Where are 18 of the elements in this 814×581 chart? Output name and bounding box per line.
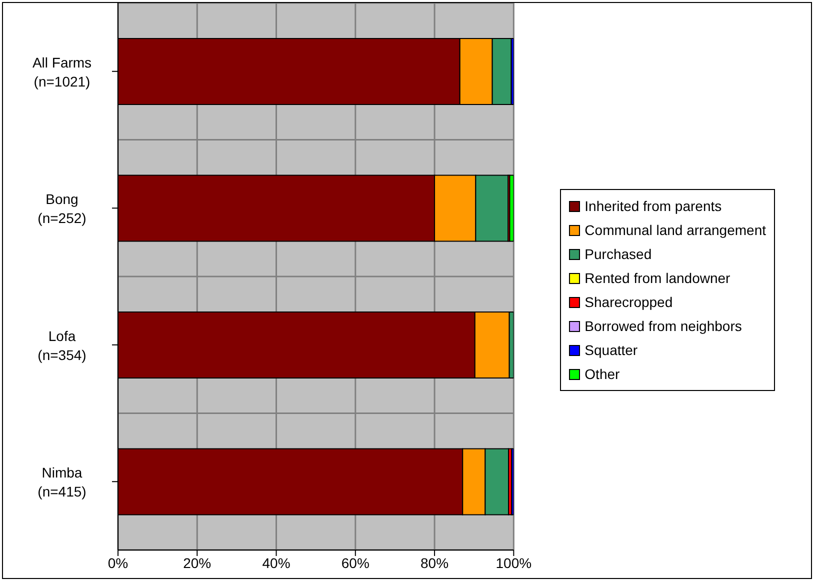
- legend-label: Purchased: [584, 246, 652, 262]
- x-tick-label: 100%: [496, 554, 532, 571]
- x-tick-label: 80%: [420, 554, 449, 571]
- legend-label: Sharecropped: [584, 294, 673, 310]
- x-tick-label: 0%: [108, 554, 128, 571]
- y-tick-label: All Farms (n=1021): [32, 54, 92, 90]
- legend-label: Communal land arrangement: [584, 222, 766, 238]
- x-tick-label: 40%: [262, 554, 290, 571]
- y-tick-label: Bong (n=252): [38, 191, 86, 226]
- legend-label: Rented from landowner: [584, 270, 730, 286]
- y-tick-label: Nimba (n=415): [38, 464, 86, 500]
- legend-label: Inherited from parents: [584, 198, 722, 214]
- x-tick-label: 20%: [183, 554, 212, 571]
- legend-label: Other: [584, 366, 620, 382]
- legend-label: Borrowed from neighbors: [584, 318, 742, 334]
- x-tick-label: 60%: [341, 554, 370, 571]
- legend-label: Squatter: [584, 342, 638, 358]
- y-tick-label: Lofa (n=354): [38, 328, 86, 363]
